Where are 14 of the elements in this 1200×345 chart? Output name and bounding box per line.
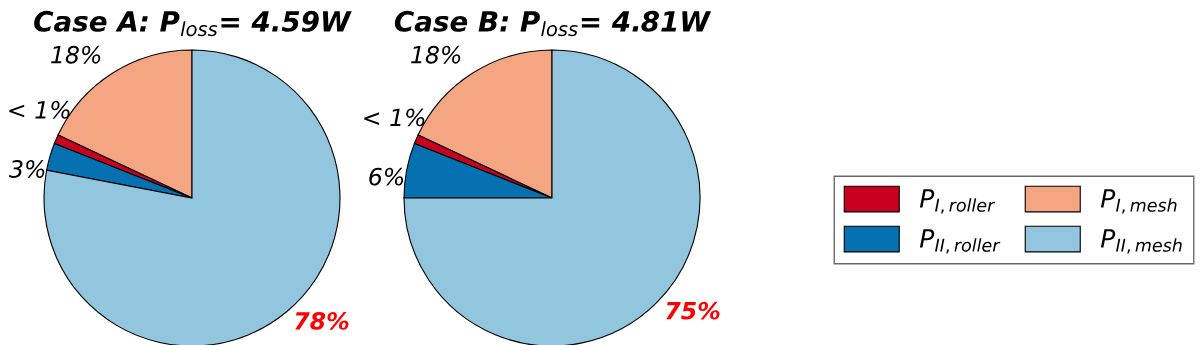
data-label: < 1%: [364, 108, 425, 127]
data-label: < 1%: [9, 100, 70, 119]
legend-label: P$_{II,mesh}$: [1100, 229, 1182, 254]
legend-label: P$_{I,roller}$: [919, 189, 996, 214]
data-label: 18%: [51, 45, 101, 64]
legend-label: P$_{I,mesh}$: [1100, 189, 1177, 214]
data-label: 18%: [411, 45, 461, 64]
data-label: 6%: [369, 167, 404, 186]
legend-label: P$_{II,roller}$: [919, 229, 1001, 254]
chart-title: Case B: P$_{loss}$= 4.81W: [394, 10, 712, 37]
data-label: 75%: [666, 301, 720, 320]
chart-title: Case A: P$_{loss}$= 4.59W: [34, 10, 352, 37]
data-label: 78%: [295, 311, 349, 330]
data-label: 3%: [9, 160, 45, 178]
